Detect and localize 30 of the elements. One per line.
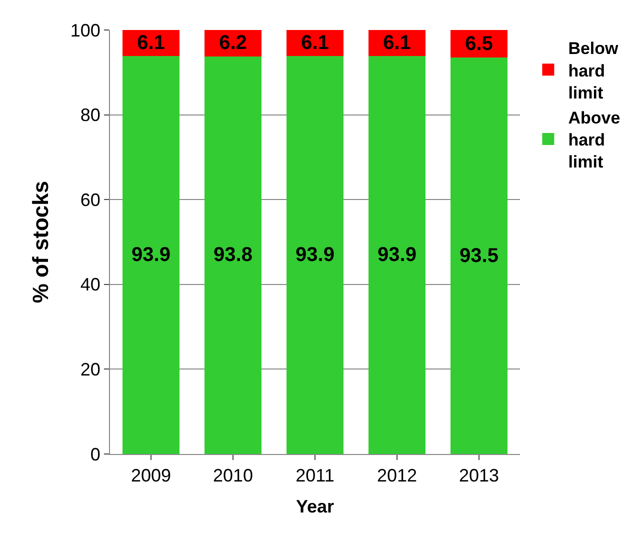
x-tick-label: 2012 <box>376 466 418 486</box>
x-tick-label: 2010 <box>212 466 254 486</box>
bar <box>122 56 180 454</box>
data-label: 93.9 <box>132 244 170 266</box>
y-tick-label: 40 <box>80 274 100 295</box>
bar <box>450 58 508 454</box>
data-label: 6.5 <box>465 32 493 55</box>
x-tick-label: 2009 <box>130 466 172 486</box>
x-tick-label: 2013 <box>458 466 500 486</box>
legend-label: Below hard limit <box>568 39 620 102</box>
data-label: 93.9 <box>296 244 334 266</box>
y-tick-label: 0 <box>90 444 100 464</box>
data-label: 93.8 <box>214 244 252 266</box>
bar <box>286 56 344 454</box>
data-label: 93.9 <box>378 244 416 266</box>
y-axis-title: % of stocks <box>28 180 54 304</box>
x-tick-label: 2011 <box>296 466 334 486</box>
y-tick-label: 100 <box>70 20 100 40</box>
data-label: 6.1 <box>137 32 165 54</box>
y-tick-label: 60 <box>80 190 100 210</box>
bar <box>204 56 262 454</box>
y-tick-label: 20 <box>80 360 100 380</box>
x-axis-title: Year <box>296 496 334 517</box>
data-label: 6.2 <box>219 32 247 54</box>
y-tick-label: 80 <box>80 105 100 126</box>
bar <box>368 56 426 454</box>
data-label: 6.1 <box>301 32 329 54</box>
data-label: 93.5 <box>460 244 498 267</box>
legend-label: Above hard limit <box>568 108 620 172</box>
data-label: 6.1 <box>383 32 411 54</box>
